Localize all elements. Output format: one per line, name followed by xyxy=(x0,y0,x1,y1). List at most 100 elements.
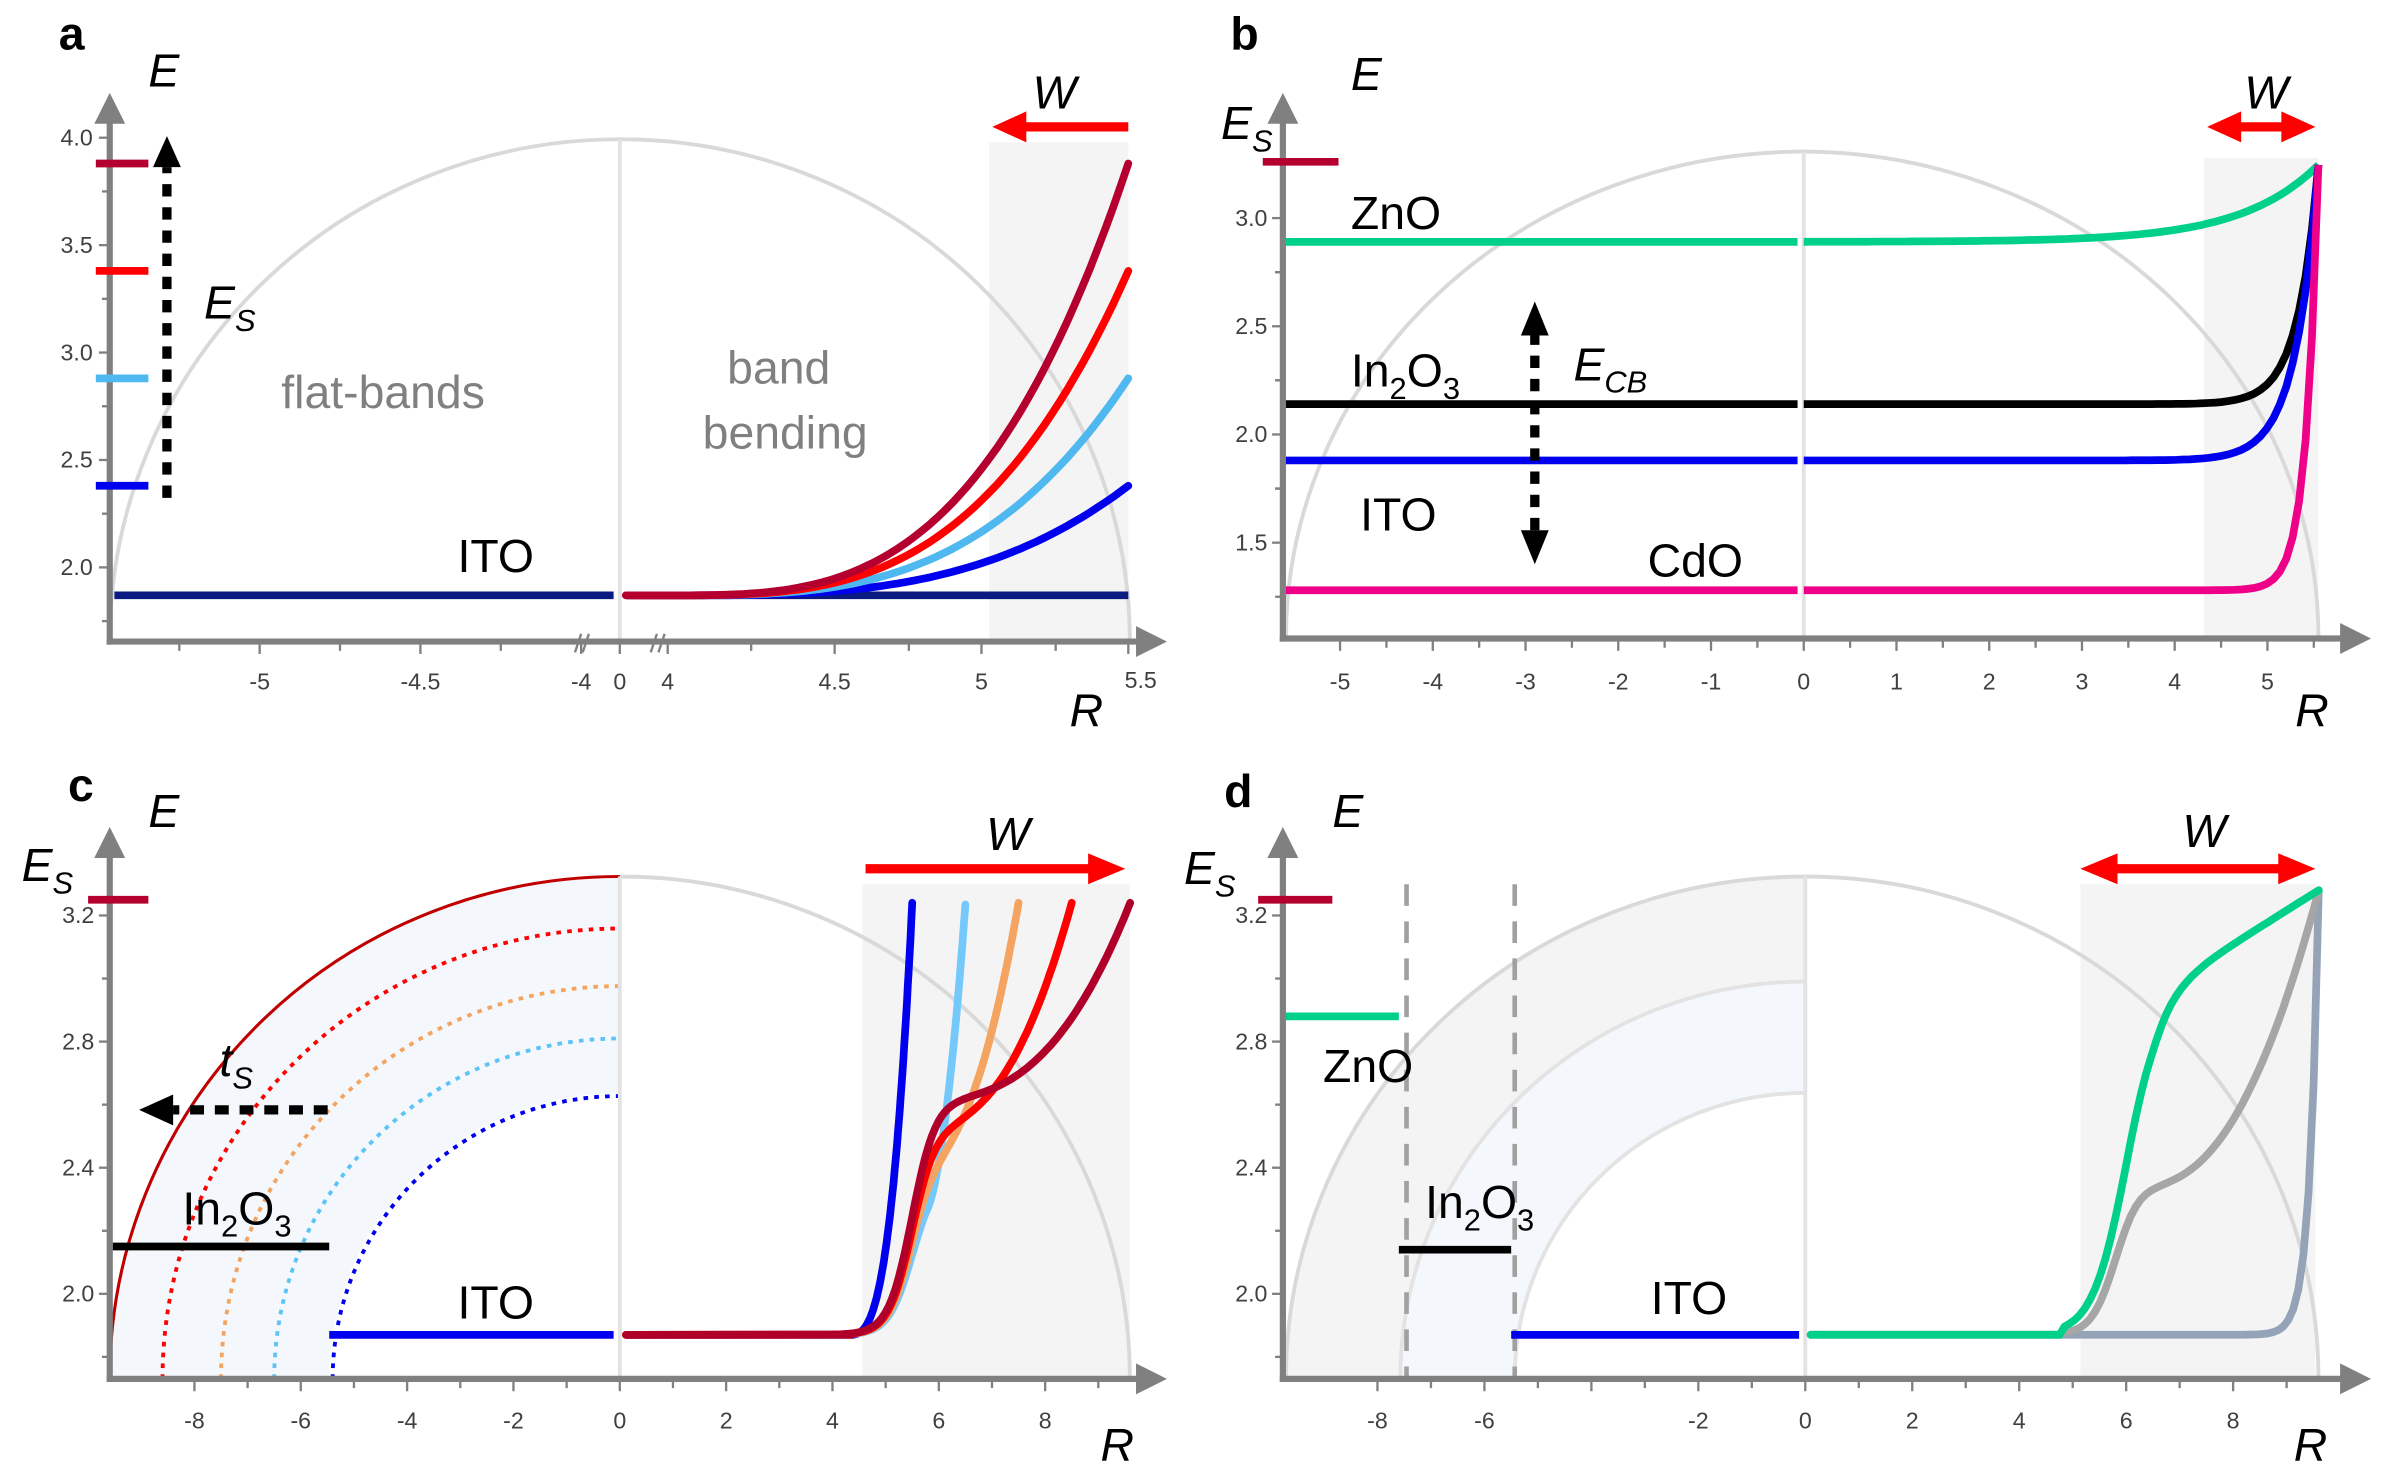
y-tick-label: 3.0 xyxy=(1235,205,1267,231)
panel-letter: b xyxy=(1230,8,1258,60)
band-profiles xyxy=(1285,162,2323,595)
x-tick-label: 6 xyxy=(932,1407,945,1433)
x-tick-label: 4 xyxy=(826,1407,839,1433)
x-tick-label: 8 xyxy=(2227,1407,2240,1433)
x-tick-label: 0 xyxy=(613,668,626,694)
y-tick-label: 2.0 xyxy=(62,1281,94,1307)
ecb-label: ECB xyxy=(1573,338,1647,399)
x-tick-label: 0 xyxy=(1799,1407,1812,1433)
flat-band-levels xyxy=(112,1242,614,1339)
x-tick-label: 3 xyxy=(2076,668,2089,694)
in2o3-label: In2O3 xyxy=(1351,345,1460,406)
es-label: ES xyxy=(1184,842,1236,903)
ito-label: ITO xyxy=(1651,1272,1727,1324)
panel-a: -5 -4.5 -4 0 4 4.5 5 5.5 2.02.53.03.54.0 a E R … xyxy=(59,8,1167,737)
y-tick-label: 3.2 xyxy=(62,902,94,928)
w-arrow xyxy=(2080,853,2316,885)
y-tick-label: 3.0 xyxy=(61,339,93,365)
y-axis-title: E xyxy=(1351,48,1383,100)
cdo-label: CdO xyxy=(1648,535,1743,587)
panel-c: -8 -6 -4 -2 0 2 4 6 8 2.0 2.4 2.8 3.2 c E R ES tS I… xyxy=(22,759,1167,1464)
x-axis: -5 -4.5 -4 0 4 4.5 5 5.5 xyxy=(106,626,1167,694)
ts-label: tS xyxy=(219,1034,253,1095)
x-axis-title: R xyxy=(1070,685,1103,737)
band-profiles xyxy=(1806,886,2323,1339)
x-tick-label: 8 xyxy=(1039,1407,1052,1433)
axis-break-marks xyxy=(573,633,666,653)
panel-letter: a xyxy=(59,8,86,60)
es-label: ES xyxy=(204,277,256,338)
band-bending-curve xyxy=(1803,164,2323,465)
w-label: W xyxy=(2182,805,2230,857)
w-label: W xyxy=(2244,66,2292,118)
flat-bands-label: flat-bands xyxy=(281,366,485,418)
band-profiles xyxy=(114,159,1133,600)
ito-label: ITO xyxy=(458,530,534,582)
y-axis: 2.0 2.4 2.8 3.2 xyxy=(1235,827,1299,1382)
x-tick-label: 2 xyxy=(1983,668,1996,694)
y-tick-label: 4.0 xyxy=(61,124,93,150)
w-arrow xyxy=(2207,111,2316,143)
band-bending-curve xyxy=(622,159,1133,600)
x-tick-label: -4.5 xyxy=(400,668,440,694)
y-axis-title: E xyxy=(148,785,180,837)
w-region-shade xyxy=(2204,157,2319,639)
y-axis-title: E xyxy=(1332,785,1364,837)
band-bending-curve xyxy=(1803,164,2323,409)
y-axis: 2.0 2.4 2.8 3.2 xyxy=(62,827,126,1382)
band-bending-curve xyxy=(622,898,1135,1339)
ito-label: ITO xyxy=(458,1277,534,1329)
zno-label: ZnO xyxy=(1351,187,1441,239)
x-tick-label: -1 xyxy=(1701,668,1722,694)
band-bending-line-1: band xyxy=(727,341,830,393)
shell-radius-ring xyxy=(330,1094,620,1379)
es-label: ES xyxy=(22,839,74,900)
flat-band-levels xyxy=(1285,1012,1800,1339)
w-label: W xyxy=(1032,66,1080,118)
y-tick-label: 2.5 xyxy=(61,447,93,473)
y-tick-label: 2.4 xyxy=(1235,1154,1267,1180)
shell-boundary-arc-1 xyxy=(1398,979,1806,1379)
y-tick-label: 2.5 xyxy=(1235,313,1267,339)
y-tick-label: 2.4 xyxy=(62,1154,94,1180)
w-arrow xyxy=(992,111,1129,143)
x-tick-label: -4 xyxy=(571,668,592,694)
x-tick-label: 1 xyxy=(1890,668,1903,694)
x-tick-label: -6 xyxy=(290,1407,311,1433)
x-tick-label: 0 xyxy=(1797,668,1810,694)
x-axis: -8 -6 -2 0 2 4 6 8 xyxy=(1279,1363,2371,1433)
x-tick-label: 5.5 xyxy=(1125,667,1157,693)
y-tick-label: 1.5 xyxy=(1235,529,1267,555)
x-tick-label: -6 xyxy=(1474,1407,1495,1433)
band-profiles xyxy=(622,898,1135,1339)
panel-d: -8 -6 -2 0 2 4 6 8 2.0 2.4 2.8 3.2 d E R ES ZnO In… xyxy=(1184,765,2371,1464)
shell-fill xyxy=(109,876,620,1379)
es-arrow xyxy=(153,136,181,498)
x-tick-label: -3 xyxy=(1515,668,1536,694)
w-arrow xyxy=(865,853,1126,885)
middle-shell-fill xyxy=(1400,981,1806,1379)
x-tick-label: -8 xyxy=(1367,1407,1388,1433)
x-axis-title: R xyxy=(2295,685,2328,737)
band-bending-curve xyxy=(1806,886,2323,1339)
x-axis-title: R xyxy=(2294,1419,2327,1464)
x-tick-label: 4.5 xyxy=(819,668,851,694)
shell-radius-ring xyxy=(272,1036,620,1379)
ts-arrow xyxy=(139,1094,328,1126)
x-tick-label: -2 xyxy=(1688,1407,1709,1433)
y-tick-label: 2.0 xyxy=(1235,421,1267,447)
y-tick-label: 2.0 xyxy=(1235,1281,1267,1307)
panel-letter: d xyxy=(1224,765,1252,817)
shell-outer-arc xyxy=(108,874,620,1379)
band-bending-line-2: bending xyxy=(703,406,868,458)
particle-outline-arc-right xyxy=(619,874,1132,1379)
w-region-shade xyxy=(2080,884,2316,1379)
x-tick-label: 2 xyxy=(1906,1407,1919,1433)
band-bending-label: band bending xyxy=(703,341,868,458)
zno-label: ZnO xyxy=(1323,1040,1413,1092)
ito-label: ITO xyxy=(1360,488,1436,540)
band-bending-curve xyxy=(1803,164,2323,595)
x-tick-label: -4 xyxy=(397,1407,418,1433)
shell-boundary-arc-2 xyxy=(1512,1090,1806,1379)
